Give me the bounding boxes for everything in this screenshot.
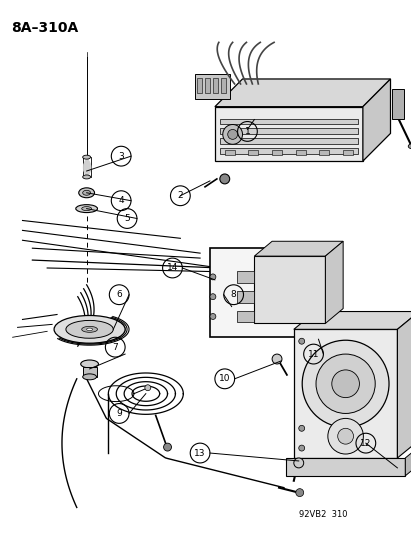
- Ellipse shape: [86, 328, 93, 330]
- Ellipse shape: [407, 144, 413, 149]
- Bar: [293, 329, 396, 458]
- Text: 9: 9: [116, 409, 122, 418]
- Circle shape: [224, 300, 234, 310]
- Bar: [248, 150, 258, 155]
- Ellipse shape: [83, 190, 90, 195]
- Text: 11: 11: [307, 350, 318, 359]
- Text: 12: 12: [359, 439, 370, 448]
- Bar: [236, 271, 254, 283]
- Bar: [254, 256, 325, 324]
- Bar: [204, 78, 209, 93]
- Text: 8A–310A: 8A–310A: [11, 21, 78, 35]
- Ellipse shape: [76, 205, 97, 213]
- Circle shape: [293, 458, 303, 468]
- Text: 4: 4: [118, 196, 123, 205]
- Ellipse shape: [83, 155, 90, 159]
- Polygon shape: [325, 241, 342, 324]
- Text: 7: 7: [112, 343, 118, 352]
- Text: 2: 2: [177, 191, 183, 200]
- Bar: [219, 128, 357, 134]
- Circle shape: [145, 385, 150, 391]
- Text: 92VB2  310: 92VB2 310: [298, 510, 347, 519]
- Bar: [319, 150, 328, 155]
- Ellipse shape: [78, 188, 94, 198]
- Circle shape: [209, 313, 215, 319]
- Circle shape: [298, 425, 304, 431]
- Text: 6: 6: [116, 290, 122, 299]
- Bar: [214, 107, 362, 161]
- Bar: [219, 118, 357, 125]
- Circle shape: [219, 174, 229, 184]
- Bar: [342, 150, 352, 155]
- Ellipse shape: [81, 360, 98, 368]
- Text: 14: 14: [166, 263, 178, 272]
- Polygon shape: [214, 79, 389, 107]
- Circle shape: [209, 294, 215, 300]
- Bar: [197, 78, 202, 93]
- Circle shape: [298, 338, 304, 344]
- Circle shape: [295, 489, 303, 497]
- Circle shape: [271, 354, 281, 364]
- Circle shape: [163, 443, 171, 451]
- Circle shape: [227, 130, 237, 139]
- Circle shape: [298, 445, 304, 451]
- Text: 13: 13: [194, 449, 205, 457]
- Ellipse shape: [54, 316, 125, 343]
- Ellipse shape: [66, 320, 113, 338]
- Bar: [236, 311, 254, 322]
- Bar: [392, 89, 404, 118]
- Polygon shape: [404, 440, 413, 476]
- Text: 1: 1: [244, 127, 250, 136]
- Bar: [212, 78, 217, 93]
- Circle shape: [327, 418, 363, 454]
- Text: 3: 3: [118, 152, 124, 160]
- Bar: [83, 367, 96, 377]
- Bar: [219, 148, 357, 154]
- Text: 5: 5: [124, 214, 130, 223]
- Bar: [220, 78, 225, 93]
- Bar: [224, 150, 234, 155]
- Circle shape: [337, 429, 353, 444]
- Circle shape: [209, 274, 215, 280]
- Text: 10: 10: [218, 374, 230, 383]
- Circle shape: [222, 125, 242, 144]
- Circle shape: [301, 340, 388, 427]
- Circle shape: [331, 370, 358, 398]
- Ellipse shape: [81, 326, 97, 332]
- Polygon shape: [396, 311, 413, 458]
- Ellipse shape: [81, 207, 91, 211]
- Bar: [285, 458, 404, 476]
- Ellipse shape: [83, 374, 96, 380]
- Bar: [219, 139, 357, 144]
- Bar: [195, 74, 229, 99]
- Ellipse shape: [83, 175, 90, 179]
- Circle shape: [315, 354, 374, 414]
- Polygon shape: [293, 311, 413, 329]
- Bar: [209, 248, 337, 337]
- Text: 8: 8: [230, 290, 236, 299]
- Bar: [295, 150, 305, 155]
- Bar: [271, 150, 281, 155]
- Polygon shape: [362, 79, 389, 161]
- Bar: [236, 290, 254, 303]
- Polygon shape: [254, 241, 342, 256]
